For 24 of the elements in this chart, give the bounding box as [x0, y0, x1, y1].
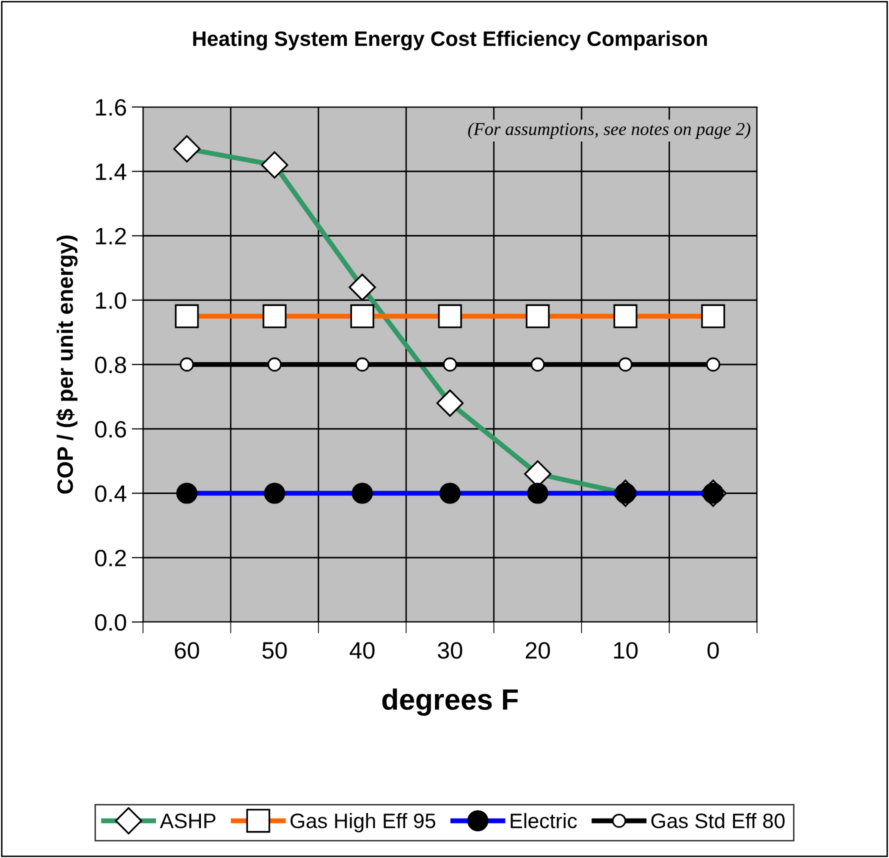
- y-axis-title: COP / ($ per unit energy): [56, 236, 78, 494]
- y-tick-label: 0.6: [95, 420, 126, 438]
- y-tick-label: 1.6: [96, 99, 126, 116]
- x-tick-label: 30: [438, 642, 462, 659]
- x-tick-label: 50: [262, 642, 287, 659]
- y-tick-label: 0.2: [95, 550, 126, 566]
- y-tick-label: 1.4: [96, 164, 126, 180]
- legend-label: Gas Std Eff 80: [651, 812, 785, 828]
- x-tick-label: 20: [526, 642, 550, 659]
- legend-label: ASHP: [160, 814, 216, 828]
- x-axis-title: degrees F: [382, 688, 518, 716]
- x-tick-label: 40: [350, 642, 374, 659]
- y-tick-label: 0.8: [95, 356, 126, 374]
- x-tick-label: 60: [174, 642, 200, 659]
- y-tick-label: 0.0: [95, 614, 126, 631]
- chart-title: Heating System Energy Cost Efficiency Comparison: [193, 30, 707, 50]
- y-tick-label: 0.4: [95, 485, 126, 502]
- x-tick-label: 0: [708, 642, 719, 659]
- y-tick-label: 1.2: [96, 228, 126, 244]
- legend-label: Gas High Eff 95: [290, 812, 436, 832]
- x-tick-label: 10: [614, 642, 638, 659]
- annotation: (For assumptions, see notes on page 2): [468, 122, 750, 139]
- legend-label: Electric: [510, 812, 577, 828]
- y-tick-label: 1.0: [96, 292, 126, 309]
